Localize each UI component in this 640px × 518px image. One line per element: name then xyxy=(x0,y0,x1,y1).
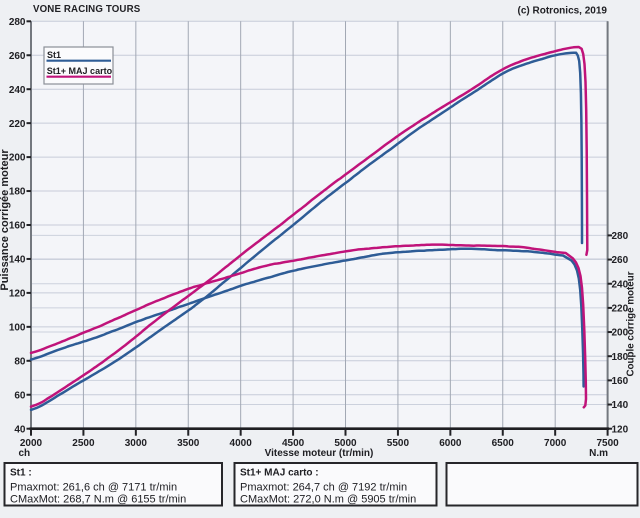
svg-text:160: 160 xyxy=(612,376,629,387)
svg-text:280: 280 xyxy=(612,231,629,242)
svg-text:2000: 2000 xyxy=(20,438,43,449)
svg-text:180: 180 xyxy=(612,352,629,363)
svg-text:St1: St1 xyxy=(47,50,61,60)
svg-text:280: 280 xyxy=(9,17,26,28)
svg-text:40: 40 xyxy=(14,424,26,435)
svg-text:260: 260 xyxy=(612,255,629,266)
svg-text:60: 60 xyxy=(14,390,26,401)
svg-text:6500: 6500 xyxy=(492,438,515,449)
svg-text:80: 80 xyxy=(14,356,26,367)
svg-text:3500: 3500 xyxy=(177,438,200,449)
svg-text:St1+ MAJ carto :: St1+ MAJ carto : xyxy=(240,467,319,478)
svg-text:140: 140 xyxy=(9,255,26,266)
svg-text:(c) Rotronics, 2019: (c) Rotronics, 2019 xyxy=(518,6,608,17)
svg-text:St1+ MAJ carto: St1+ MAJ carto xyxy=(47,66,113,76)
svg-text:180: 180 xyxy=(9,187,26,198)
svg-text:6000: 6000 xyxy=(439,438,462,449)
svg-text:160: 160 xyxy=(9,221,26,232)
svg-text:200: 200 xyxy=(9,153,26,164)
svg-text:St1 :: St1 : xyxy=(10,467,32,478)
svg-text:120: 120 xyxy=(612,424,629,435)
svg-text:CMaxMot: 272,0 N.m @ 5905 tr/m: CMaxMot: 272,0 N.m @ 5905 tr/min xyxy=(240,493,416,505)
svg-text:100: 100 xyxy=(9,322,26,333)
svg-text:220: 220 xyxy=(612,303,629,314)
svg-text:Puissance corrigée moteur: Puissance corrigée moteur xyxy=(0,149,11,291)
svg-text:7500: 7500 xyxy=(596,438,619,449)
svg-text:200: 200 xyxy=(612,328,629,339)
svg-text:4000: 4000 xyxy=(230,438,253,449)
svg-text:VONE RACING TOURS: VONE RACING TOURS xyxy=(33,4,141,15)
svg-text:120: 120 xyxy=(9,289,26,300)
svg-text:3000: 3000 xyxy=(125,438,148,449)
svg-text:N.m: N.m xyxy=(589,448,608,459)
svg-text:Vitesse moteur (tr/min): Vitesse moteur (tr/min) xyxy=(265,448,374,459)
svg-text:5500: 5500 xyxy=(387,438,410,449)
svg-text:140: 140 xyxy=(612,400,629,411)
svg-text:4500: 4500 xyxy=(282,438,305,449)
svg-text:5000: 5000 xyxy=(334,438,357,449)
svg-text:240: 240 xyxy=(612,279,629,290)
svg-text:ch: ch xyxy=(19,448,31,459)
svg-text:2500: 2500 xyxy=(72,438,95,449)
svg-text:Couple corrigé moteur: Couple corrigé moteur xyxy=(626,271,637,376)
svg-text:Pmaxmot: 261,6 ch @ 7171 tr/mi: Pmaxmot: 261,6 ch @ 7171 tr/min xyxy=(10,482,177,494)
svg-text:220: 220 xyxy=(9,119,26,130)
svg-text:Pmaxmot: 264,7 ch @ 7192 tr/mi: Pmaxmot: 264,7 ch @ 7192 tr/min xyxy=(240,482,407,494)
svg-text:240: 240 xyxy=(9,85,26,96)
svg-text:260: 260 xyxy=(9,51,26,62)
svg-text:CMaxMot: 268,7 N.m @ 6155 tr/m: CMaxMot: 268,7 N.m @ 6155 tr/min xyxy=(10,493,186,505)
svg-text:7000: 7000 xyxy=(544,438,567,449)
